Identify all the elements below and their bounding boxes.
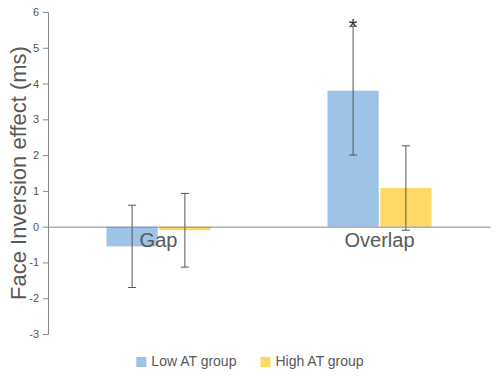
- y-tick-mark: [43, 119, 48, 120]
- error-bar: [128, 205, 136, 287]
- error-cap: [181, 267, 189, 268]
- legend-item: High AT group: [260, 353, 363, 369]
- legend-swatch: [260, 357, 270, 367]
- x-tick: Gap: [140, 227, 178, 251]
- x-axis-line: [49, 227, 491, 228]
- error-cap: [181, 193, 189, 194]
- y-tick: -1: [29, 256, 48, 268]
- error-cap: [402, 145, 410, 146]
- legend-label: Low AT group: [151, 353, 236, 369]
- y-tick-mark: [43, 191, 48, 192]
- error-cap: [128, 287, 136, 288]
- y-tick-label: 3: [33, 113, 39, 125]
- y-tick-label: 5: [33, 42, 39, 54]
- chart-container: -3 -2 -1 0 1 2 3 4 5 6 Gap Overlap Face Inversion ef…: [0, 0, 500, 380]
- y-tick-mark: [43, 262, 48, 263]
- y-tick-label: -3: [29, 328, 39, 340]
- y-axis-line: [43, 13, 49, 335]
- y-tick-mark: [43, 155, 48, 156]
- y-tick-label: 2: [33, 149, 39, 161]
- y-tick-mark: [43, 334, 48, 335]
- error-cap: [349, 155, 357, 156]
- y-tick: 2: [33, 149, 48, 161]
- x-tick: Overlap: [344, 227, 414, 251]
- series: [159, 146, 431, 267]
- error-stem: [132, 205, 133, 287]
- x-tick-label: Overlap: [344, 229, 414, 251]
- plot-area: [107, 26, 432, 287]
- y-tick-label: 1: [33, 185, 39, 197]
- error-bar: [181, 193, 189, 267]
- error-bar: [349, 26, 357, 155]
- legend-item: Low AT group: [136, 353, 236, 369]
- y-tick: 3: [33, 113, 48, 125]
- error-stem: [184, 193, 185, 267]
- error-stem: [353, 26, 354, 155]
- y-tick-mark: [43, 298, 48, 299]
- x-tick-label: Gap: [140, 229, 178, 251]
- y-tick-label: 6: [33, 6, 39, 18]
- y-tick: 1: [33, 185, 48, 197]
- y-tick: 6: [33, 6, 48, 18]
- y-tick-mark: [43, 48, 48, 49]
- y-tick: 0: [33, 221, 48, 233]
- x-axis: Gap Overlap: [49, 227, 491, 251]
- y-tick: 4: [33, 78, 48, 90]
- error-cap: [128, 205, 136, 206]
- legend-label: High AT group: [275, 353, 363, 369]
- y-tick-label: 4: [33, 78, 39, 90]
- y-tick: -2: [29, 292, 48, 304]
- error-stem: [405, 146, 406, 230]
- error-bar: [402, 146, 410, 230]
- y-tick: -3: [29, 328, 48, 340]
- y-tick-mark: [43, 84, 48, 85]
- y-axis: -3 -2 -1 0 1 2 3 4 5 6: [29, 6, 48, 340]
- annotation: *: [349, 14, 358, 39]
- y-tick-mark: [43, 12, 48, 13]
- y-tick-mark: [43, 227, 48, 228]
- legend-swatch: [136, 357, 146, 367]
- chart: -3 -2 -1 0 1 2 3 4 5 6 Gap Overlap Face Inversion ef…: [0, 0, 500, 380]
- y-axis-title: Face Inversion effect (ms): [6, 46, 31, 300]
- y-tick-label: 0: [33, 221, 39, 233]
- y-tick: 5: [33, 42, 48, 54]
- legend: Low AT group High AT group: [136, 353, 364, 369]
- series: [107, 26, 379, 287]
